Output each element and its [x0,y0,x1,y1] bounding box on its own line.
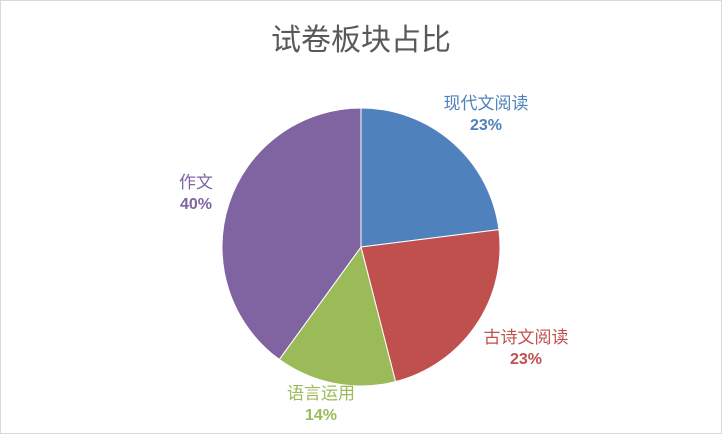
label-percent: 23% [509,351,543,368]
label-name: 语言运用 [287,384,355,404]
label-percent: 40% [179,196,213,213]
label-percent: 14% [304,407,338,424]
label-name: 作文 [179,173,213,193]
chart-title: 试卷板块占比 [271,23,451,58]
data-label-0: 现代文阅读 23% [431,93,541,137]
pie-slice-0 [360,107,500,248]
pie-slice-2 [278,245,397,387]
data-label-2: 语言运用 14% [266,383,376,427]
data-label-3: 作文 40% [151,172,241,216]
data-label-1: 古诗文阅读 23% [471,327,581,371]
label-name: 古诗文阅读 [483,328,569,348]
pie-slice-1 [360,229,501,383]
label-name: 现代文阅读 [443,94,529,114]
pie-slice-3 [221,107,362,361]
label-percent: 23% [469,117,503,134]
